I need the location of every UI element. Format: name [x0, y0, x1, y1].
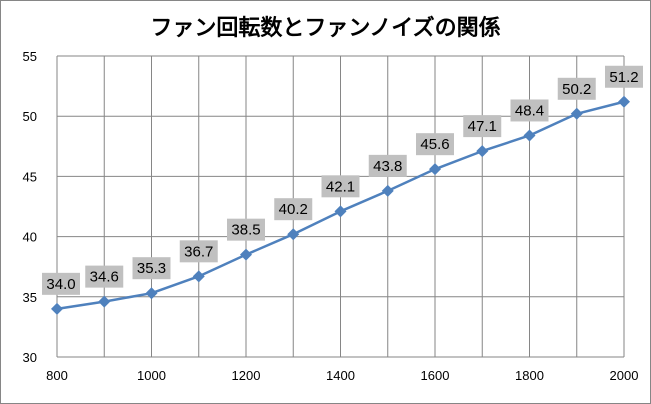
- x-tick-label: 2000: [610, 368, 639, 383]
- y-tick-label: 55: [23, 49, 37, 64]
- y-tick-label: 30: [23, 350, 37, 365]
- y-tick-label: 50: [23, 109, 37, 124]
- data-point-marker: [240, 248, 252, 261]
- data-label: 51.2: [609, 69, 638, 86]
- data-label-box: [463, 115, 502, 138]
- x-tick-label: 800: [46, 368, 68, 383]
- data-label: 34.0: [46, 276, 75, 293]
- data-point-marker: [98, 295, 111, 308]
- data-label: 42.1: [326, 178, 355, 195]
- data-label-box: [274, 198, 313, 221]
- y-tick-label: 40: [23, 230, 37, 245]
- data-label-box: [416, 133, 454, 156]
- data-label-box: [227, 218, 265, 241]
- data-label: 43.8: [373, 158, 402, 175]
- chart-title: ファン回転数とファンノイズの関係: [150, 16, 501, 41]
- data-label: 36.7: [184, 243, 213, 260]
- data-label: 45.6: [420, 136, 449, 153]
- x-tick-label: 1000: [137, 368, 166, 383]
- data-point-marker: [476, 145, 489, 158]
- data-label-box: [605, 65, 643, 88]
- data-label-box: [132, 257, 171, 280]
- x-tick-label: 1400: [326, 368, 355, 383]
- data-label: 40.2: [279, 201, 308, 218]
- data-label: 50.2: [562, 81, 591, 98]
- data-label-box: [510, 99, 549, 122]
- data-label-box: [321, 175, 360, 198]
- data-point-marker: [287, 228, 300, 241]
- data-point-marker: [523, 129, 536, 142]
- data-point-marker: [51, 302, 63, 315]
- data-label: 48.4: [515, 102, 544, 119]
- data-label: 47.1: [468, 118, 497, 135]
- data-point-marker: [429, 163, 441, 176]
- data-label-box: [42, 272, 80, 295]
- data-point-marker: [381, 184, 394, 197]
- data-label-box: [557, 77, 596, 100]
- data-point-marker: [334, 205, 347, 218]
- y-tick-label: 35: [23, 290, 37, 305]
- x-tick-label: 1200: [232, 368, 261, 383]
- data-label-box: [368, 154, 407, 177]
- data-point-marker: [618, 95, 630, 108]
- x-tick-label: 1600: [421, 368, 450, 383]
- data-label-box: [85, 265, 124, 288]
- data-point-marker: [145, 287, 158, 300]
- y-tick-label: 45: [23, 169, 37, 184]
- data-point-marker: [192, 270, 205, 283]
- data-point-marker: [570, 107, 583, 120]
- x-tick-label: 1800: [515, 368, 544, 383]
- data-label: 34.6: [90, 269, 119, 286]
- data-label-box: [179, 240, 218, 263]
- data-label: 38.5: [231, 222, 260, 239]
- data-label: 35.3: [137, 260, 166, 277]
